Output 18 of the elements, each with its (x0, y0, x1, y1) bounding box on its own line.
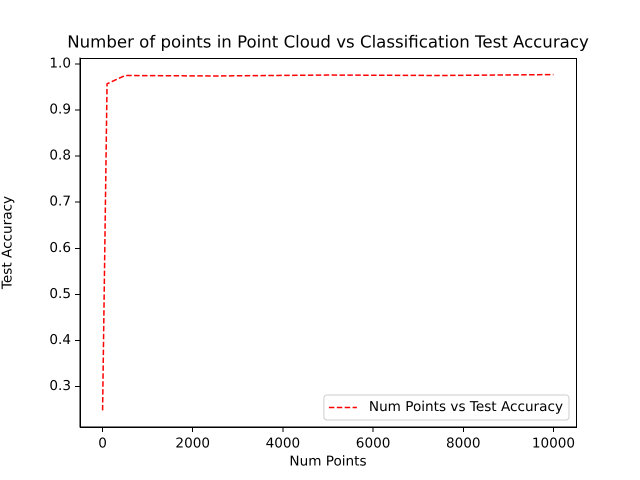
y-tick-label: 1.0 (49, 56, 71, 72)
x-axis-title: Num Points (289, 453, 367, 470)
y-tick-label: 0.5 (49, 286, 71, 302)
chart-title: Number of points in Point Cloud vs Classification Test Accuracy (67, 32, 589, 52)
y-tick-label: 0.9 (49, 102, 71, 118)
x-tick-label: 0 (98, 436, 107, 452)
y-tick-label: 0.4 (49, 332, 71, 348)
x-tick-label: 2000 (175, 436, 210, 452)
y-tick-label: 0.7 (49, 194, 71, 210)
x-tick-label: 6000 (356, 436, 390, 452)
y-tick-label: 0.8 (49, 148, 71, 164)
x-tick-label: 10000 (532, 436, 576, 452)
legend-label: Num Points vs Test Accuracy (368, 399, 564, 416)
y-tick-label: 0.6 (49, 240, 71, 256)
x-tick-label: 8000 (446, 436, 481, 452)
x-tick-label: 4000 (266, 436, 300, 452)
y-tick-label: 0.3 (49, 378, 71, 394)
y-axis-title: Test Accuracy (0, 196, 16, 290)
